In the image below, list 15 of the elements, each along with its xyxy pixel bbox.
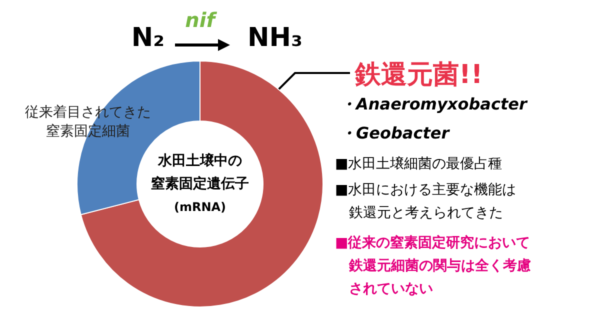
- text: NH₃: [248, 23, 302, 53]
- text: N₂: [131, 23, 165, 53]
- slice-label: 鉄還元菌!!: [354, 60, 483, 90]
- text: 鉄還元細菌の関与は全く考慮: [348, 258, 531, 274]
- text: ■水田における主要な機能は: [335, 182, 516, 198]
- text: (mRNA): [174, 200, 226, 214]
- text: されていない: [349, 281, 433, 297]
- text: nif: [185, 8, 218, 32]
- text: ・Geobacter: [340, 124, 450, 142]
- text: ■水田土壌細菌の最優占種: [335, 156, 502, 172]
- text: ■従来の窒素固定研究において: [335, 234, 530, 251]
- text: 鉄還元と考えられてきた: [349, 205, 503, 221]
- text: 窒素固定遺伝子: [151, 175, 249, 192]
- text: 水田土壌中の: [157, 152, 242, 169]
- text: ・Anaeromyxobacter: [340, 94, 528, 114]
